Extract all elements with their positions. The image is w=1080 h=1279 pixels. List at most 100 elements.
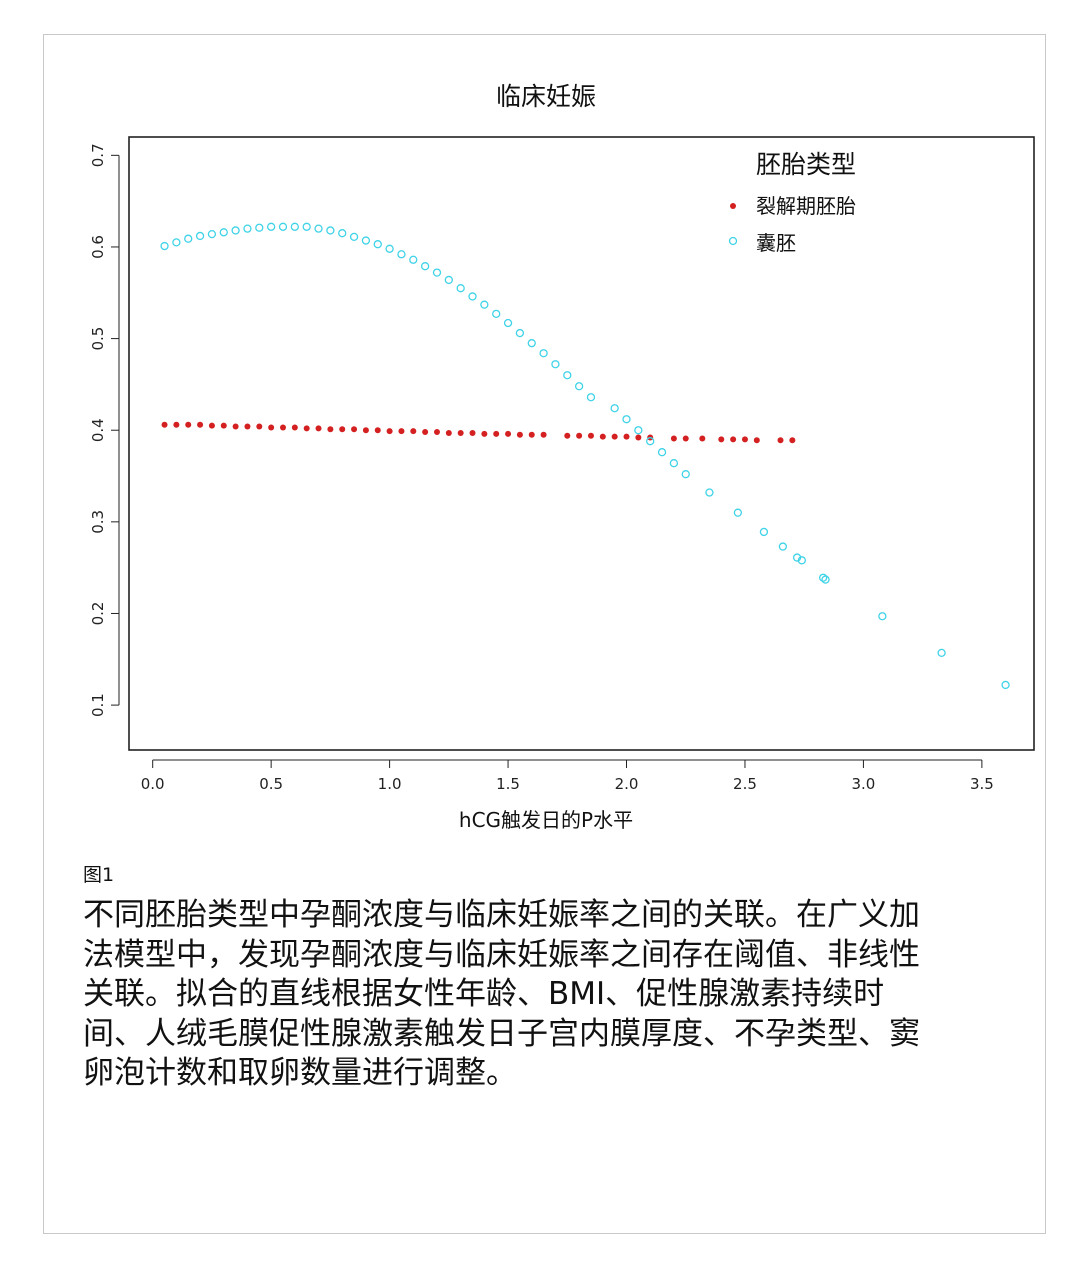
x-tick-label: 0.0 bbox=[141, 775, 165, 793]
blastocyst-point bbox=[444, 275, 453, 285]
blastocyst-point bbox=[184, 234, 193, 243]
cleavage-point bbox=[789, 437, 796, 444]
plot-box bbox=[128, 136, 1035, 751]
legend-label-blastocyst: 囊胚 bbox=[756, 231, 796, 255]
cleavage-point bbox=[611, 433, 618, 440]
figure-frame bbox=[43, 34, 1046, 1234]
cleavage-point bbox=[540, 431, 547, 438]
cleavage-point bbox=[303, 425, 310, 432]
cleavage-point bbox=[374, 427, 381, 434]
blastocyst-point bbox=[527, 339, 536, 348]
cleavage-point bbox=[268, 424, 275, 431]
cleavage-point bbox=[457, 429, 464, 436]
blastocyst-point bbox=[456, 284, 465, 293]
blastocyst-point bbox=[657, 448, 667, 457]
legend-title: 胚胎类型 bbox=[756, 150, 856, 179]
x-axis-label: hCG触发日的P水平 bbox=[459, 808, 633, 832]
cleavage-point bbox=[173, 421, 180, 428]
blastocyst-point bbox=[586, 393, 596, 402]
blastocyst-point bbox=[361, 236, 371, 245]
y-tick-label: 0.1 bbox=[89, 693, 107, 717]
blastocyst-point bbox=[172, 238, 181, 247]
cleavage-point bbox=[682, 435, 689, 442]
cleavage-point bbox=[777, 437, 784, 444]
blastocyst-point bbox=[878, 612, 887, 621]
cleavage-point bbox=[327, 426, 334, 433]
cleavage-point bbox=[635, 434, 642, 441]
x-tick-label: 3.5 bbox=[970, 775, 994, 793]
blastocyst-point bbox=[432, 268, 442, 277]
cleavage-point bbox=[576, 432, 583, 439]
cleavage-point bbox=[528, 431, 535, 438]
blastocyst-point bbox=[255, 223, 264, 232]
cleavage-point bbox=[232, 423, 239, 430]
cleavage-point bbox=[445, 429, 452, 436]
cleavage-point bbox=[185, 421, 192, 428]
cleavage-point bbox=[699, 435, 706, 442]
cleavage-point bbox=[410, 428, 417, 435]
blastocyst-point bbox=[195, 231, 205, 241]
cleavage-point bbox=[220, 422, 227, 429]
x-tick-label: 3.0 bbox=[851, 775, 875, 793]
blastocyst-point bbox=[243, 224, 252, 233]
blastocyst-point bbox=[278, 222, 288, 231]
y-tick-label: 0.2 bbox=[89, 602, 107, 626]
cleavage-point bbox=[587, 432, 594, 439]
chart-title: 临床妊娠 bbox=[496, 82, 596, 111]
x-tick-label: 0.5 bbox=[259, 775, 283, 793]
cleavage-point bbox=[493, 430, 500, 437]
cleavage-point bbox=[339, 426, 346, 433]
cleavage-point bbox=[469, 429, 476, 436]
cleavage-point bbox=[256, 423, 263, 430]
blastocyst-point bbox=[574, 382, 584, 391]
cleavage-point bbox=[505, 430, 512, 437]
cleavage-point bbox=[386, 428, 393, 435]
blastocyst-point bbox=[290, 222, 299, 231]
blastocyst-point bbox=[349, 232, 359, 242]
x-tick-label: 1.0 bbox=[378, 775, 402, 793]
cleavage-point bbox=[197, 421, 204, 428]
blastocyst-point bbox=[468, 292, 477, 301]
y-tick-label: 0.3 bbox=[89, 510, 107, 534]
legend-marker-cleavage bbox=[730, 203, 736, 209]
blastocyst-point bbox=[634, 426, 643, 435]
blastocyst-point bbox=[207, 229, 217, 239]
blastocyst-point bbox=[821, 575, 830, 584]
blastocyst-point bbox=[420, 262, 430, 271]
cleavage-point bbox=[244, 423, 251, 430]
cleavage-point bbox=[753, 437, 760, 444]
figure-caption: 不同胚胎类型中孕酮浓度与临床妊娠率之间的关联。在广义加法模型中，发现孕酮浓度与临… bbox=[83, 897, 920, 1091]
x-axis: 0.0 0.5 1.0 1.5 2.0 2.5 3.0 3.5 bbox=[141, 759, 994, 793]
x-tick-label: 2.5 bbox=[733, 775, 757, 793]
blastocyst-point bbox=[503, 318, 513, 328]
cleavage-point bbox=[741, 436, 748, 443]
blastocyst-point bbox=[266, 222, 276, 231]
blastocyst-point bbox=[480, 300, 489, 309]
cleavage-point bbox=[564, 432, 571, 439]
cleavage-point bbox=[279, 424, 286, 431]
blastocyst-point bbox=[409, 255, 418, 264]
blastocyst-point bbox=[705, 488, 714, 497]
cleavage-point bbox=[599, 433, 606, 440]
blastocyst-point bbox=[646, 437, 655, 446]
cleavage-point bbox=[718, 436, 725, 443]
blastocyst-point bbox=[515, 328, 525, 338]
cleavage-point bbox=[351, 426, 358, 433]
blastocyst-point bbox=[539, 349, 548, 358]
legend-label-cleavage: 裂解期胚胎 bbox=[756, 194, 856, 218]
blastocyst-point bbox=[610, 404, 619, 413]
figure-label: 图1 bbox=[83, 864, 115, 886]
cleavage-point bbox=[161, 421, 168, 428]
blastocyst-point bbox=[338, 229, 347, 238]
blastocyst-point bbox=[231, 226, 240, 235]
y-tick-label: 0.4 bbox=[89, 418, 107, 442]
cleavage-point bbox=[315, 425, 322, 432]
y-tick-label: 0.5 bbox=[89, 327, 107, 351]
chart: 0.0 0.5 1.0 1.5 2.0 2.5 3.0 3.5 0.1 0.2 0.3 0.4 0.5… bbox=[89, 82, 1035, 832]
cleavage-point bbox=[670, 435, 677, 442]
cleavage-point bbox=[291, 424, 298, 431]
blastocyst-point bbox=[397, 250, 406, 259]
blastocyst-point bbox=[492, 309, 501, 318]
x-tick-label: 1.5 bbox=[496, 775, 520, 793]
blastocyst-point bbox=[669, 459, 679, 468]
